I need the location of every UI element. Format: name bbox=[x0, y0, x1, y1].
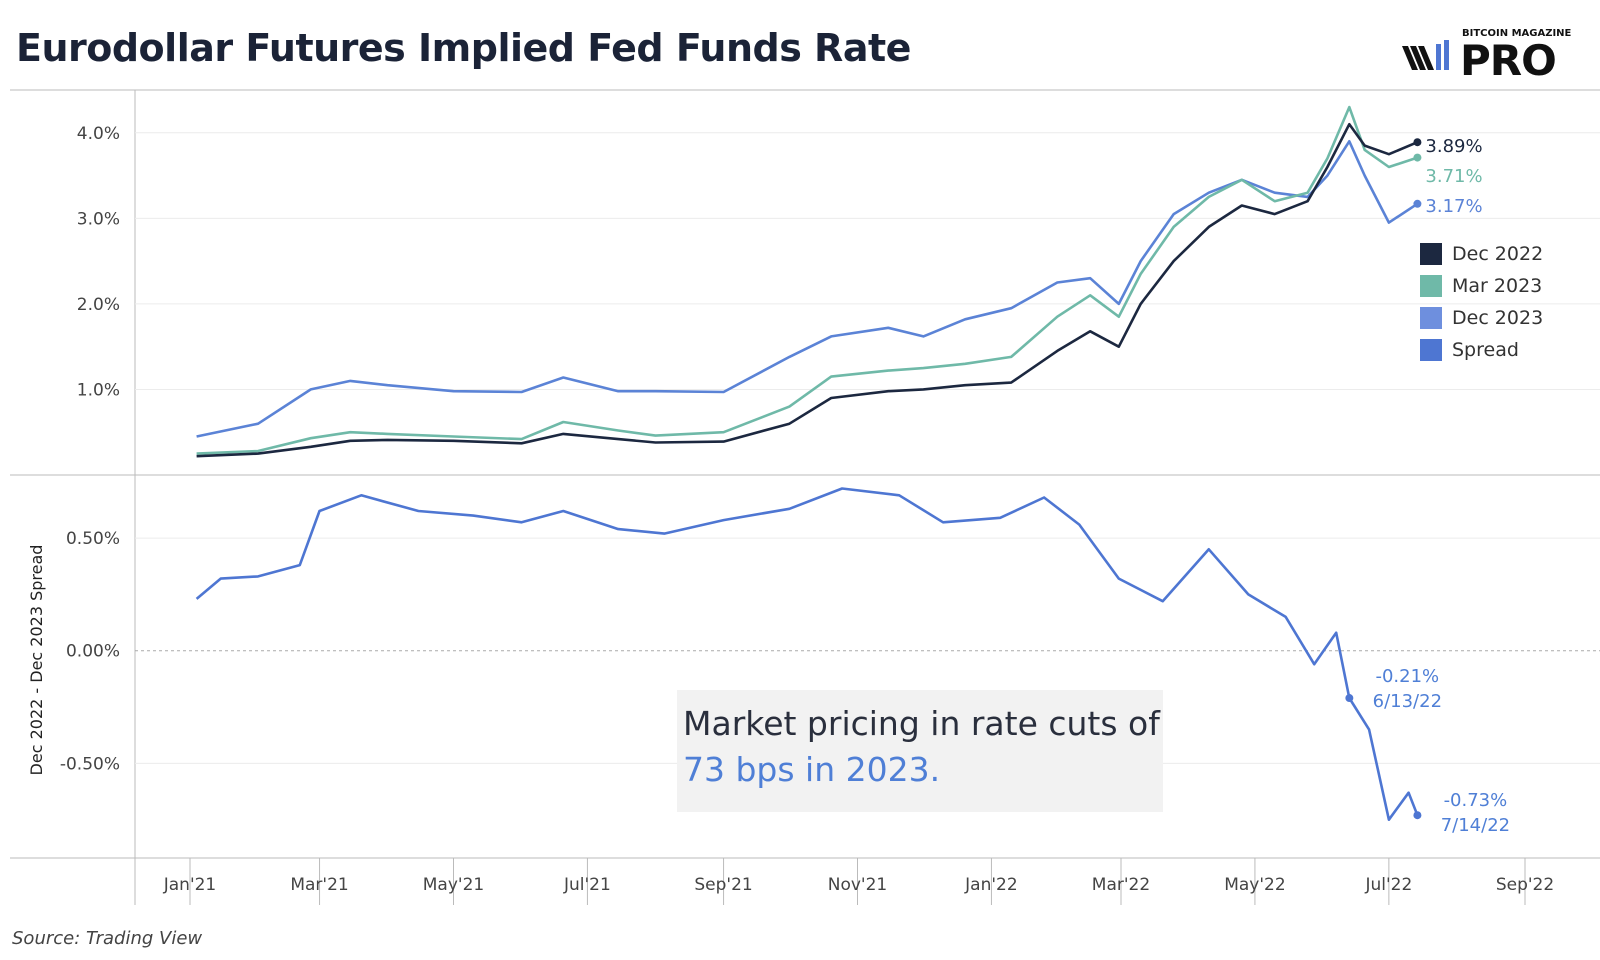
legend: Dec 2022 Mar 2023 Dec 2023 Spread bbox=[1420, 238, 1543, 366]
legend-item-mar-2023[interactable]: Mar 2023 bbox=[1420, 270, 1543, 302]
x-tick-label: Nov'21 bbox=[828, 875, 887, 895]
end-value-label: 3.17% bbox=[1425, 196, 1482, 217]
logo-stripes-icon bbox=[1402, 40, 1449, 70]
logo-main-text: PRO bbox=[1460, 36, 1557, 85]
annotation-value: -0.21% bbox=[1375, 666, 1439, 687]
y-tick-label: 2.0% bbox=[77, 295, 120, 315]
x-tick-label: Mar'22 bbox=[1092, 875, 1150, 895]
legend-label: Dec 2023 bbox=[1452, 307, 1544, 329]
end-value-label: 3.71% bbox=[1425, 166, 1482, 187]
x-tick-label: Mar'21 bbox=[290, 875, 348, 895]
legend-item-spread[interactable]: Spread bbox=[1420, 334, 1543, 366]
source-note: Source: Trading View bbox=[12, 928, 203, 949]
annotation-point bbox=[1345, 694, 1354, 703]
y-tick-label: 3.0% bbox=[77, 209, 120, 229]
chart-title: Eurodollar Futures Implied Fed Funds Rat… bbox=[16, 26, 911, 70]
x-tick-label: Jul'21 bbox=[563, 875, 611, 895]
spread-line bbox=[195, 487, 1419, 822]
annotation-value: -0.73% bbox=[1444, 790, 1508, 811]
legend-label: Mar 2023 bbox=[1452, 275, 1543, 297]
annotation-date: 6/13/22 bbox=[1373, 691, 1442, 712]
series-line-dec-2022 bbox=[196, 122, 1418, 458]
y-tick-label: -0.50% bbox=[60, 754, 120, 774]
legend-swatch bbox=[1420, 243, 1442, 265]
series-end-point bbox=[1413, 138, 1422, 147]
x-tick-label: Jul'22 bbox=[1364, 875, 1412, 895]
legend-item-dec-2022[interactable]: Dec 2022 bbox=[1420, 238, 1543, 270]
x-tick-label: Jan'22 bbox=[964, 875, 1018, 895]
x-tick-label: Jan'21 bbox=[163, 875, 217, 895]
brand-logo: BITCOIN MAGAZINE PRO bbox=[1402, 28, 1582, 85]
end-value-label: 3.89% bbox=[1425, 136, 1482, 157]
x-tick-label: Sep'22 bbox=[1496, 875, 1554, 895]
y-tick-label: 4.0% bbox=[77, 124, 120, 144]
legend-swatch bbox=[1420, 339, 1442, 361]
legend-swatch bbox=[1420, 275, 1442, 297]
callout-box: Market pricing in rate cuts of 73 bps in… bbox=[677, 690, 1163, 812]
y-tick-label: 0.50% bbox=[66, 529, 120, 549]
annotation-date: 7/14/22 bbox=[1441, 815, 1510, 836]
legend-swatch bbox=[1420, 307, 1442, 329]
callout-highlight: 73 bps in 2023. bbox=[683, 750, 941, 789]
legend-item-dec-2023[interactable]: Dec 2023 bbox=[1420, 302, 1543, 334]
annotation-point bbox=[1413, 811, 1422, 820]
y-tick-label: 0.00% bbox=[66, 642, 120, 662]
legend-label: Dec 2022 bbox=[1452, 243, 1544, 265]
callout-text: Market pricing in rate cuts of bbox=[683, 704, 1160, 743]
series-line-dec-2023 bbox=[196, 140, 1419, 438]
series-end-point bbox=[1413, 153, 1422, 162]
legend-label: Spread bbox=[1452, 339, 1519, 361]
x-tick-label: Sep'21 bbox=[694, 875, 752, 895]
logo-top-text: BITCOIN MAGAZINE bbox=[1462, 28, 1572, 39]
series-line-mar-2023 bbox=[196, 105, 1418, 455]
y-tick-label: 1.0% bbox=[77, 380, 120, 400]
spread-axis-label: Dec 2022 - Dec 2023 Spread bbox=[27, 545, 46, 776]
series-end-point bbox=[1413, 199, 1422, 208]
x-tick-label: May'22 bbox=[1224, 875, 1285, 895]
x-tick-label: May'21 bbox=[423, 875, 484, 895]
